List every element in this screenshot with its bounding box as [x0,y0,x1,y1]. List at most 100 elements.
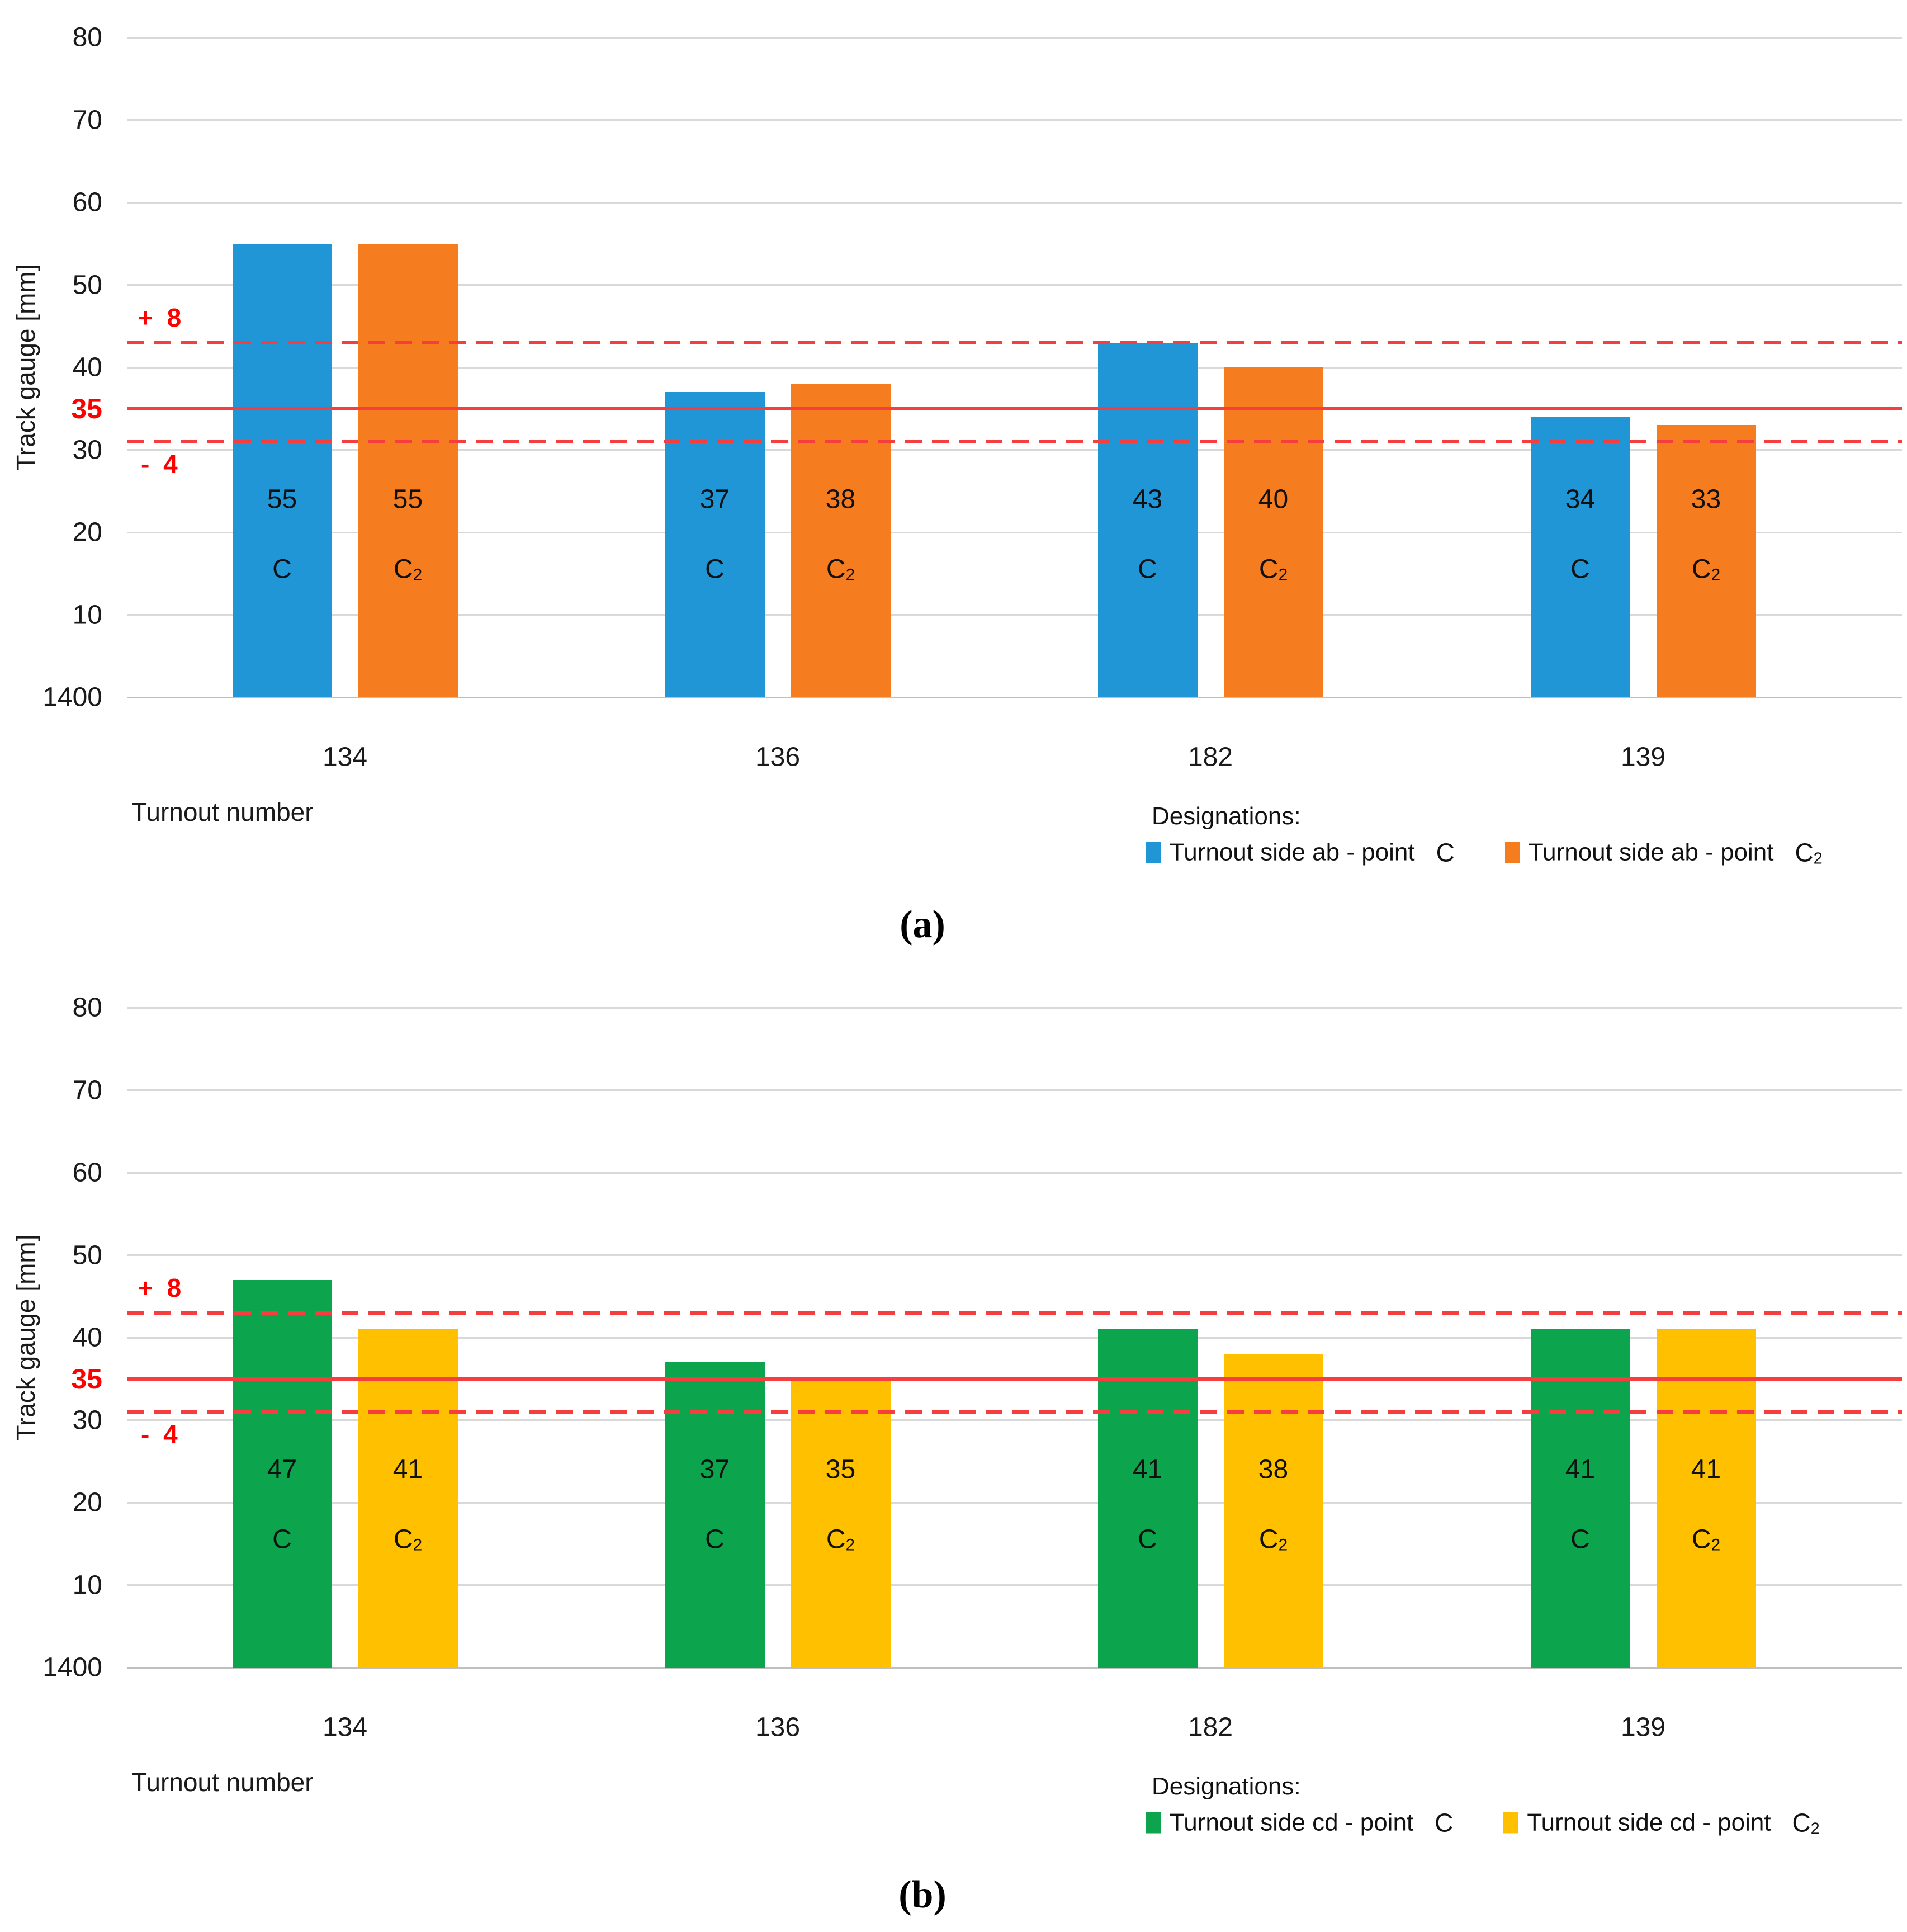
reference-line-lower [127,440,1902,444]
y-tick-label-50: 50 [72,1240,102,1270]
x-category-label-134: 134 [322,1712,368,1742]
bar-value-label: 34 [1565,484,1596,514]
gridline-60 [127,201,1902,204]
legend-title: Designations: [1152,802,1301,830]
bar-136-C2 [791,384,891,697]
bar-point-label: C [1570,1524,1590,1555]
y-tick-label-30: 30 [72,1405,102,1435]
y-tick-label-20: 20 [72,1487,102,1518]
x-category-label-182: 182 [1187,1712,1233,1742]
bar-point-label: C2 [393,1524,423,1555]
x-category-label-134: 134 [322,742,368,772]
y-tick-label-60: 60 [72,187,102,218]
x-category-label-139: 139 [1620,1712,1666,1742]
legend-point-label: C [1435,1808,1454,1837]
gridline-20 [127,1501,1902,1504]
gridline-50 [127,284,1902,286]
x-category-label-136: 136 [755,742,801,772]
legend-swatch-icon [1146,1812,1161,1834]
bar-134-C [232,243,332,697]
bar-point-label: C [272,1524,292,1555]
subscript-2: 2 [845,1536,855,1555]
bar-point-label: C2 [1258,1524,1288,1555]
bar-value-label: 41 [1132,1454,1163,1485]
bar-value-label: 38 [1258,1454,1289,1485]
y-tick-label-80: 80 [72,993,102,1023]
bar-139-C [1530,417,1630,697]
gridline-40 [127,366,1902,369]
panel-caption-b: (b) [898,1873,947,1916]
bar-value-label: 55 [267,484,297,514]
bar-134-C2 [358,243,458,697]
upper-tolerance-label: + 8 [138,1273,185,1302]
bar-value-label: 43 [1132,484,1163,514]
legend-entry-C: Turnout side cd - point C [1146,1808,1453,1838]
bar-point-label: C [705,554,725,584]
bar-point-label: C2 [1691,554,1721,584]
bar-point-label: C2 [393,554,423,584]
reference-line-upper [127,341,1902,345]
x-axis-title: Turnout number [131,1768,314,1797]
bar-point-label: C [705,1524,725,1555]
target-value-label: 35 [71,393,102,424]
reference-line-upper [127,1311,1902,1315]
bar-134-C [232,1279,332,1668]
bar-value-label: 41 [392,1454,423,1485]
legend-entry-label: Turnout side ab - point [1170,838,1415,866]
bar-point-label: C [1138,1524,1157,1555]
subscript-2: 2 [1278,565,1288,584]
y-tick-label-70: 70 [72,105,102,135]
legend-swatch-icon [1146,842,1161,863]
bar-value-label: 41 [1565,1454,1596,1485]
y-tick-label-80: 80 [72,22,102,53]
bar-point-label: C2 [826,554,855,584]
axis-baseline [127,1666,1902,1669]
reference-line-target [127,407,1902,410]
legend-entry-label: Turnout side cd - point [1170,1808,1414,1836]
gridline-70 [127,1089,1902,1091]
gridline-80 [127,36,1902,39]
bar-182-C2 [1223,367,1323,697]
x-category-label-136: 136 [755,1712,801,1742]
bar-point-label: C2 [1258,554,1288,584]
y-tick-label-baseline: 1400 [42,682,102,712]
subscript-2: 2 [1278,1536,1288,1555]
subscript-2: 2 [413,1536,423,1555]
legend-entry-label: Turnout side ab - point [1528,838,1774,866]
bar-value-label: 37 [699,484,730,514]
legend-point-label: C2 [1795,838,1823,868]
bar-139-C2 [1656,1329,1756,1668]
subscript-2: 2 [1810,1820,1820,1838]
bar-136-C [665,1362,765,1668]
upper-tolerance-label: + 8 [138,303,185,332]
y-tick-label-50: 50 [72,270,102,300]
bar-182-C2 [1223,1354,1323,1668]
y-tick-label-40: 40 [72,352,102,382]
bar-point-label: C [272,554,292,584]
y-tick-label-10: 10 [72,600,102,630]
gridline-10 [127,614,1902,616]
bar-point-label: C [1138,554,1157,584]
y-tick-label-70: 70 [72,1075,102,1105]
subscript-2: 2 [1711,1536,1721,1555]
subscript-2: 2 [1813,849,1823,868]
target-value-label: 35 [71,1363,102,1395]
bar-value-label: 35 [825,1454,856,1485]
gridline-50 [127,1254,1902,1256]
bar-139-C2 [1656,425,1756,697]
legend-entry-C: Turnout side ab - point C [1146,838,1455,868]
y-tick-label-baseline: 1400 [42,1652,102,1683]
legend-entries: Turnout side cd - point C Turnout side cd … [1146,1808,1820,1839]
subscript-2: 2 [413,565,423,584]
subscript-2: 2 [845,565,855,584]
gridline-40 [127,1336,1902,1339]
legend-swatch-icon [1503,1812,1518,1834]
y-tick-label-10: 10 [72,1570,102,1600]
bar-136-C [665,392,765,697]
bar-point-label: C [1570,554,1590,584]
lower-tolerance-label: - 4 [141,1419,181,1449]
y-tick-label-60: 60 [72,1158,102,1188]
legend-point-label: C2 [1792,1808,1820,1838]
subscript-2: 2 [1711,565,1721,584]
y-tick-label-30: 30 [72,435,102,465]
